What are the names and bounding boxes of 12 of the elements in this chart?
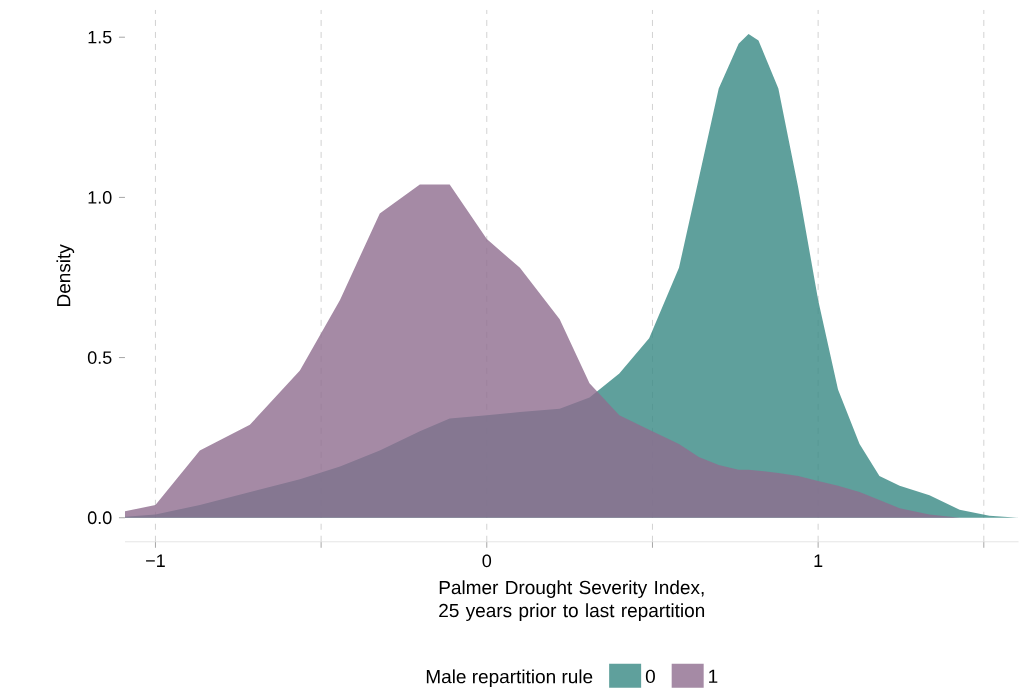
y-axis-title: Density — [56, 244, 75, 306]
y-tick-label: 0.5 — [87, 351, 112, 364]
x-tick-label: 0 — [482, 554, 492, 568]
legend-title: Male repartition rule — [426, 669, 593, 688]
x-tick-label: −1 — [146, 554, 165, 567]
y-tick-label: 0.0 — [87, 511, 112, 525]
y-tick-label: 1.0 — [88, 191, 112, 204]
x-axis-title: Palmer Drought Severity Index, 25 years prior to last repartition — [439, 580, 705, 621]
y-tick-label: 1.5 — [88, 30, 112, 44]
legend-label: 0 — [645, 669, 655, 684]
x-tick-label: 1 — [814, 554, 823, 567]
legend-label: 1 — [709, 669, 718, 683]
